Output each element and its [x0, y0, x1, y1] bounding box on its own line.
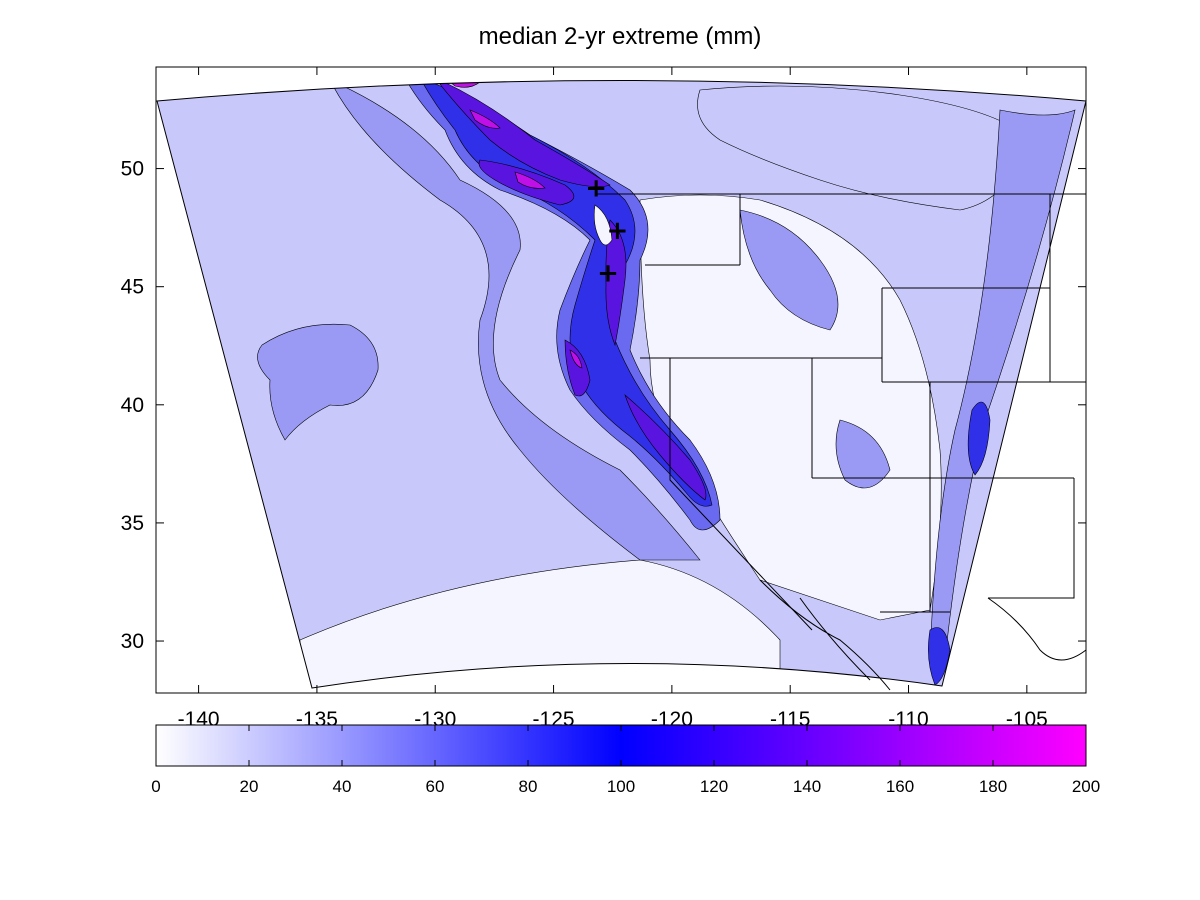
contour-level-40-60-rockies — [739, 209, 839, 331]
y-tick-label: 30 — [121, 630, 144, 653]
colorbar-tick-label: 160 — [886, 777, 914, 796]
y-axis: 50 45 40 35 30 — [121, 158, 1086, 653]
colorbar-tick-label: 20 — [240, 777, 259, 796]
colorbar-tick-label: 60 — [426, 777, 445, 796]
y-tick-label: 45 — [121, 276, 144, 299]
contour-level-40-60-ocean-blob — [257, 323, 379, 441]
contour-level-40-60-utah — [835, 419, 891, 489]
colorbar-tick-label: 180 — [979, 777, 1007, 796]
state-boundary-lines — [640, 194, 1086, 631]
contour-level-140-200-island-peak — [514, 171, 546, 189]
contour-level-140-200-klamath-peak — [569, 349, 583, 369]
colorbar-tick-label: 80 — [519, 777, 538, 796]
contour-level-20-40-north — [697, 85, 1031, 211]
colorbar-tick-label: 200 — [1072, 777, 1100, 796]
contour-level-40-60-offshore — [329, 80, 701, 561]
precipitation-contour-field — [157, 80, 1086, 688]
chart-title: median 2-yr extreme (mm) — [479, 23, 762, 50]
contour-level-40-60-east — [929, 109, 1076, 661]
contour-level-0-20-puget — [593, 204, 613, 246]
contour-level-140-200-coast-peak — [469, 109, 501, 129]
colorbar-tick-label: 40 — [333, 777, 352, 796]
city-marker: + — [597, 259, 619, 289]
contour-level-60-100-south-east — [928, 627, 951, 686]
colorbar-tick-label: 0 — [151, 777, 160, 796]
colorbar-tick-label: 120 — [700, 777, 728, 796]
colorbar — [155, 724, 1087, 767]
colorbar-tick-label: 100 — [607, 777, 635, 796]
contour-level-60-100-east — [967, 401, 991, 476]
model-domain-boundary — [156, 80, 1087, 689]
contour-level-80-100-coast — [419, 80, 713, 507]
contour-level-100-140-bc-coast — [434, 80, 611, 187]
colorbar-tick-label: 140 — [793, 777, 821, 796]
y-tick-label: 35 — [121, 512, 144, 535]
city-markers: +++ — [585, 173, 628, 288]
city-marker: + — [585, 173, 607, 203]
y-tick-label: 40 — [121, 394, 144, 417]
city-marker: + — [607, 216, 629, 246]
political-boundaries — [595, 193, 1087, 691]
contour-level-100-140-sierra — [624, 394, 707, 501]
mexico-coastline — [759, 579, 1087, 691]
colorbar-axis: 0 20 40 60 80 100 120 140 160 180 200 — [151, 725, 1100, 796]
y-tick-label: 50 — [121, 158, 144, 181]
contour-level-100-140-cascades — [605, 219, 627, 347]
